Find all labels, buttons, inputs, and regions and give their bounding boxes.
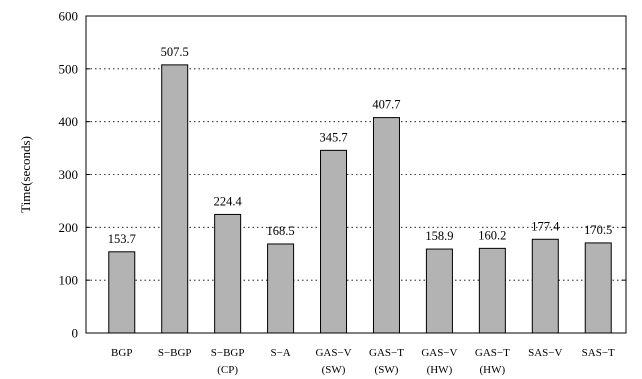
data-labels: 153.7 507.5 224.4 168.5 345.7 407.7 158.9 160.2… [108,45,613,246]
x-tick-label: S−BGP [211,347,245,359]
data-label: 177.4 [531,219,560,233]
x-tick-label: GAS−V [421,347,457,359]
x-tick-label: GAS−V [315,347,351,359]
data-label: 507.5 [161,45,189,59]
data-label: 170.5 [584,223,612,237]
bar [161,64,189,334]
data-label: 407.7 [372,98,400,112]
data-label: 345.7 [319,130,347,144]
y-axis-title: Time(seconds) [18,136,33,213]
data-label: 224.4 [214,194,243,208]
y-tick-label: 0 [72,326,79,341]
x-tick-label: (HW) [480,364,506,376]
x-tick-label: (CP) [217,364,238,376]
y-tick-label: 200 [59,220,79,235]
bar [214,213,242,334]
data-label: 158.9 [425,229,453,243]
x-tick-label: SAS−V [528,347,562,359]
x-tick-label: SAS−T [582,347,615,359]
bar [320,149,348,334]
bar [531,238,559,334]
data-label: 168.5 [267,224,295,238]
bar [372,117,400,334]
x-tick-label: GAS−T [475,347,510,359]
x-tick-label: (SW) [322,364,346,376]
y-axis: 0 100 200 300 400 500 600 [59,9,626,341]
x-tick-label: S−BGP [158,347,192,359]
y-tick-label: 100 [59,273,79,288]
y-tick-label: 300 [59,167,79,182]
x-tick-label: GAS−T [369,347,404,359]
x-tick-label: (SW) [375,364,399,376]
y-tick-label: 500 [59,61,79,76]
bars [108,64,612,334]
bar [478,247,506,334]
data-label: 160.2 [478,228,506,242]
bar [108,251,136,334]
x-axis: BGP S−BGP S−BGP (CP) S−A GAS−V (SW) GAS−T (SW) GA… [111,347,615,376]
y-tick-label: 600 [59,9,79,24]
x-tick-label: S−A [270,347,290,359]
y-tick-label: 400 [59,114,79,129]
bar [584,242,612,334]
bar [425,248,453,334]
x-tick-label: BGP [111,347,132,359]
data-label: 153.7 [108,232,136,246]
x-tick-label: (HW) [427,364,453,376]
bar [267,243,295,334]
